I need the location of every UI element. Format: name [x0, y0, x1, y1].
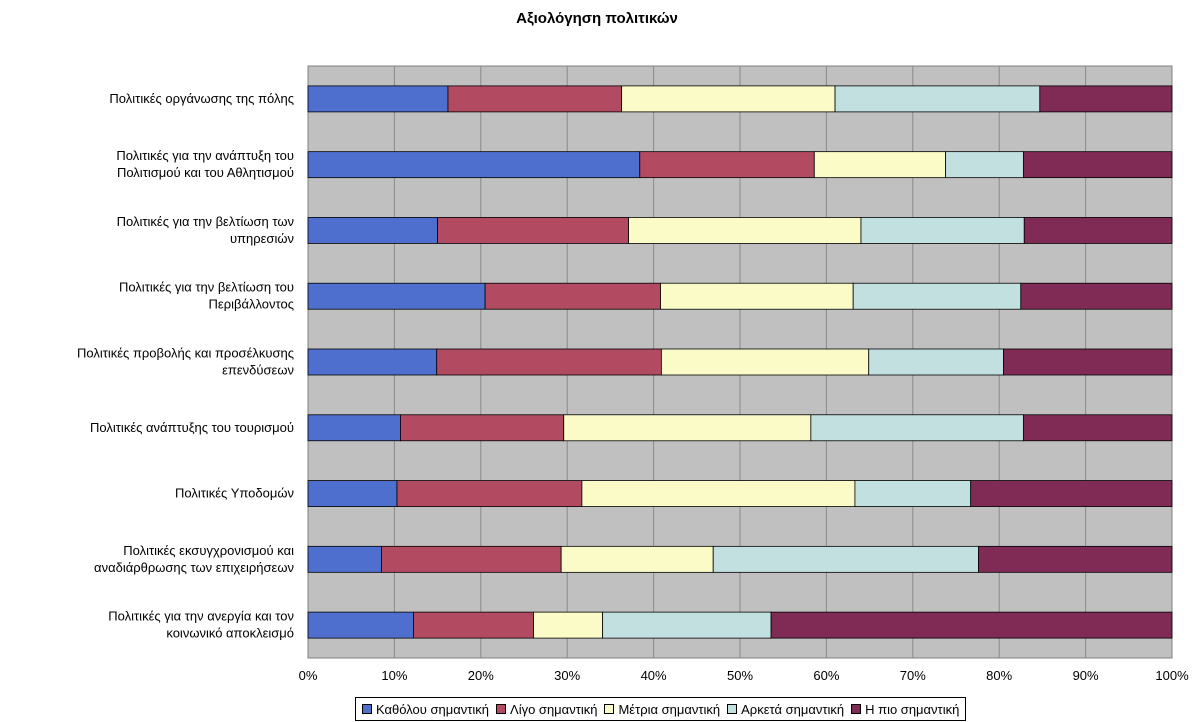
bar-segment: [970, 480, 1173, 507]
bar-segment: [563, 414, 812, 442]
legend-label: Καθόλου σημαντική: [376, 701, 490, 717]
bar-segment: [307, 611, 414, 639]
x-tick-label: 10%: [381, 668, 407, 683]
legend-label: Μέτρια σημαντική: [618, 701, 721, 717]
bar-segment: [868, 348, 1004, 376]
category-label: αναδιάρθρωσης των επιχειρήσεων: [94, 560, 294, 575]
bar-segment: [712, 545, 979, 573]
bar-segment: [581, 480, 856, 507]
category-label: Πολιτικές προβολής και προσέλκυσης: [77, 346, 294, 361]
bar-segment: [602, 611, 772, 639]
chart-legend: Καθόλου σημαντική Λίγο σημαντική Μέτρια ση…: [355, 697, 967, 721]
category-label: Περιβάλλοντος: [209, 297, 294, 312]
category-label: Πολιτικές για την ανεργία και τον: [108, 609, 294, 624]
x-tick-label: 60%: [813, 668, 839, 683]
bar-segment: [978, 545, 1173, 573]
legend-label: Λίγο σημαντική: [510, 701, 598, 717]
x-tick-label: 100%: [1155, 668, 1189, 683]
bar-segment: [1020, 282, 1173, 310]
category-label: Πολιτικές οργάνωσης της πόλης: [109, 91, 294, 106]
chart-title: Αξιολόγηση πολιτικών: [516, 10, 678, 27]
x-tick-label: 70%: [900, 668, 926, 683]
bar-segment: [307, 85, 449, 113]
bar-segment: [307, 151, 641, 179]
bar-segment: [307, 348, 438, 376]
category-label: Πολιτικές για την βελτίωση του: [119, 280, 294, 295]
bar-segment: [1039, 85, 1173, 113]
x-tick-label: 90%: [1073, 668, 1099, 683]
category-label: Πολιτικές εκσυγχρονισμού και: [123, 543, 294, 558]
x-tick-label: 20%: [468, 668, 494, 683]
bar-segment: [437, 217, 629, 244]
legend-swatch: [604, 704, 615, 714]
bar-segment: [560, 545, 714, 573]
legend-swatch: [851, 704, 862, 714]
legend-item: Η πιο σημαντική: [851, 702, 959, 717]
bar-segment: [660, 282, 854, 310]
category-label: Πολιτικές για την βελτίωση των: [117, 214, 294, 229]
x-tick-label: 40%: [641, 668, 667, 683]
x-tick-label: 30%: [554, 668, 580, 683]
legend-swatch: [362, 704, 372, 714]
category-label: επενδύσεων: [222, 363, 294, 378]
category-label: Πολιτικές Υποδομών: [175, 486, 294, 501]
bar-segment: [396, 480, 583, 507]
x-tick-label: 80%: [986, 668, 1012, 683]
category-label: υπηρεσιών: [230, 231, 294, 246]
bar-segment: [436, 348, 662, 376]
legend-item: Λίγο σημαντική: [496, 702, 597, 717]
legend-item: Καθόλου σημαντική: [362, 702, 489, 717]
bar-segment: [307, 414, 401, 442]
bar-segment: [852, 282, 1022, 310]
bar-segment: [484, 282, 661, 310]
bar-segment: [660, 348, 870, 376]
category-label: Πολιτικές ανάπτυξης του τουρισμού: [90, 420, 294, 435]
bar-segment: [1023, 217, 1173, 244]
legend-item: Αρκετά σημαντική: [727, 702, 844, 717]
category-label: κοινωνικό αποκλεισμό: [166, 626, 294, 641]
bar-segment: [307, 217, 439, 244]
bar-segment: [860, 217, 1025, 244]
bar-segment: [813, 151, 947, 179]
legend-swatch: [727, 704, 738, 714]
bar-segment: [381, 545, 562, 573]
bar-segment: [770, 611, 1173, 639]
category-label: Πολιτισμού και του Αθλητισμού: [117, 165, 294, 180]
bar-segment: [307, 282, 486, 310]
bar-segment: [945, 151, 1024, 179]
x-tick-label: 0%: [299, 668, 318, 683]
legend-item: Μέτρια σημαντική: [604, 702, 720, 717]
bar-segment: [1003, 348, 1173, 376]
bar-segment: [413, 611, 534, 639]
legend-label: Η πιο σημαντική: [865, 701, 960, 717]
bar-segment: [307, 545, 382, 573]
bar-segment: [834, 85, 1041, 113]
bar-segment: [447, 85, 623, 113]
bar-segment: [307, 480, 398, 507]
bar-segment: [400, 414, 565, 442]
bar-segment: [621, 85, 836, 113]
bar-segment: [533, 611, 604, 639]
category-label: Πολιτικές για την ανάπτυξη του: [116, 148, 294, 163]
legend-label: Αρκετά σημαντική: [741, 701, 845, 717]
bar-segment: [810, 414, 1024, 442]
bar-segment: [1022, 414, 1173, 442]
bar-segment: [1022, 151, 1173, 179]
legend-swatch: [496, 704, 507, 714]
bar-segment: [639, 151, 815, 179]
bar-segment: [854, 480, 972, 507]
bar-segment: [628, 217, 862, 244]
x-tick-label: 50%: [727, 668, 753, 683]
